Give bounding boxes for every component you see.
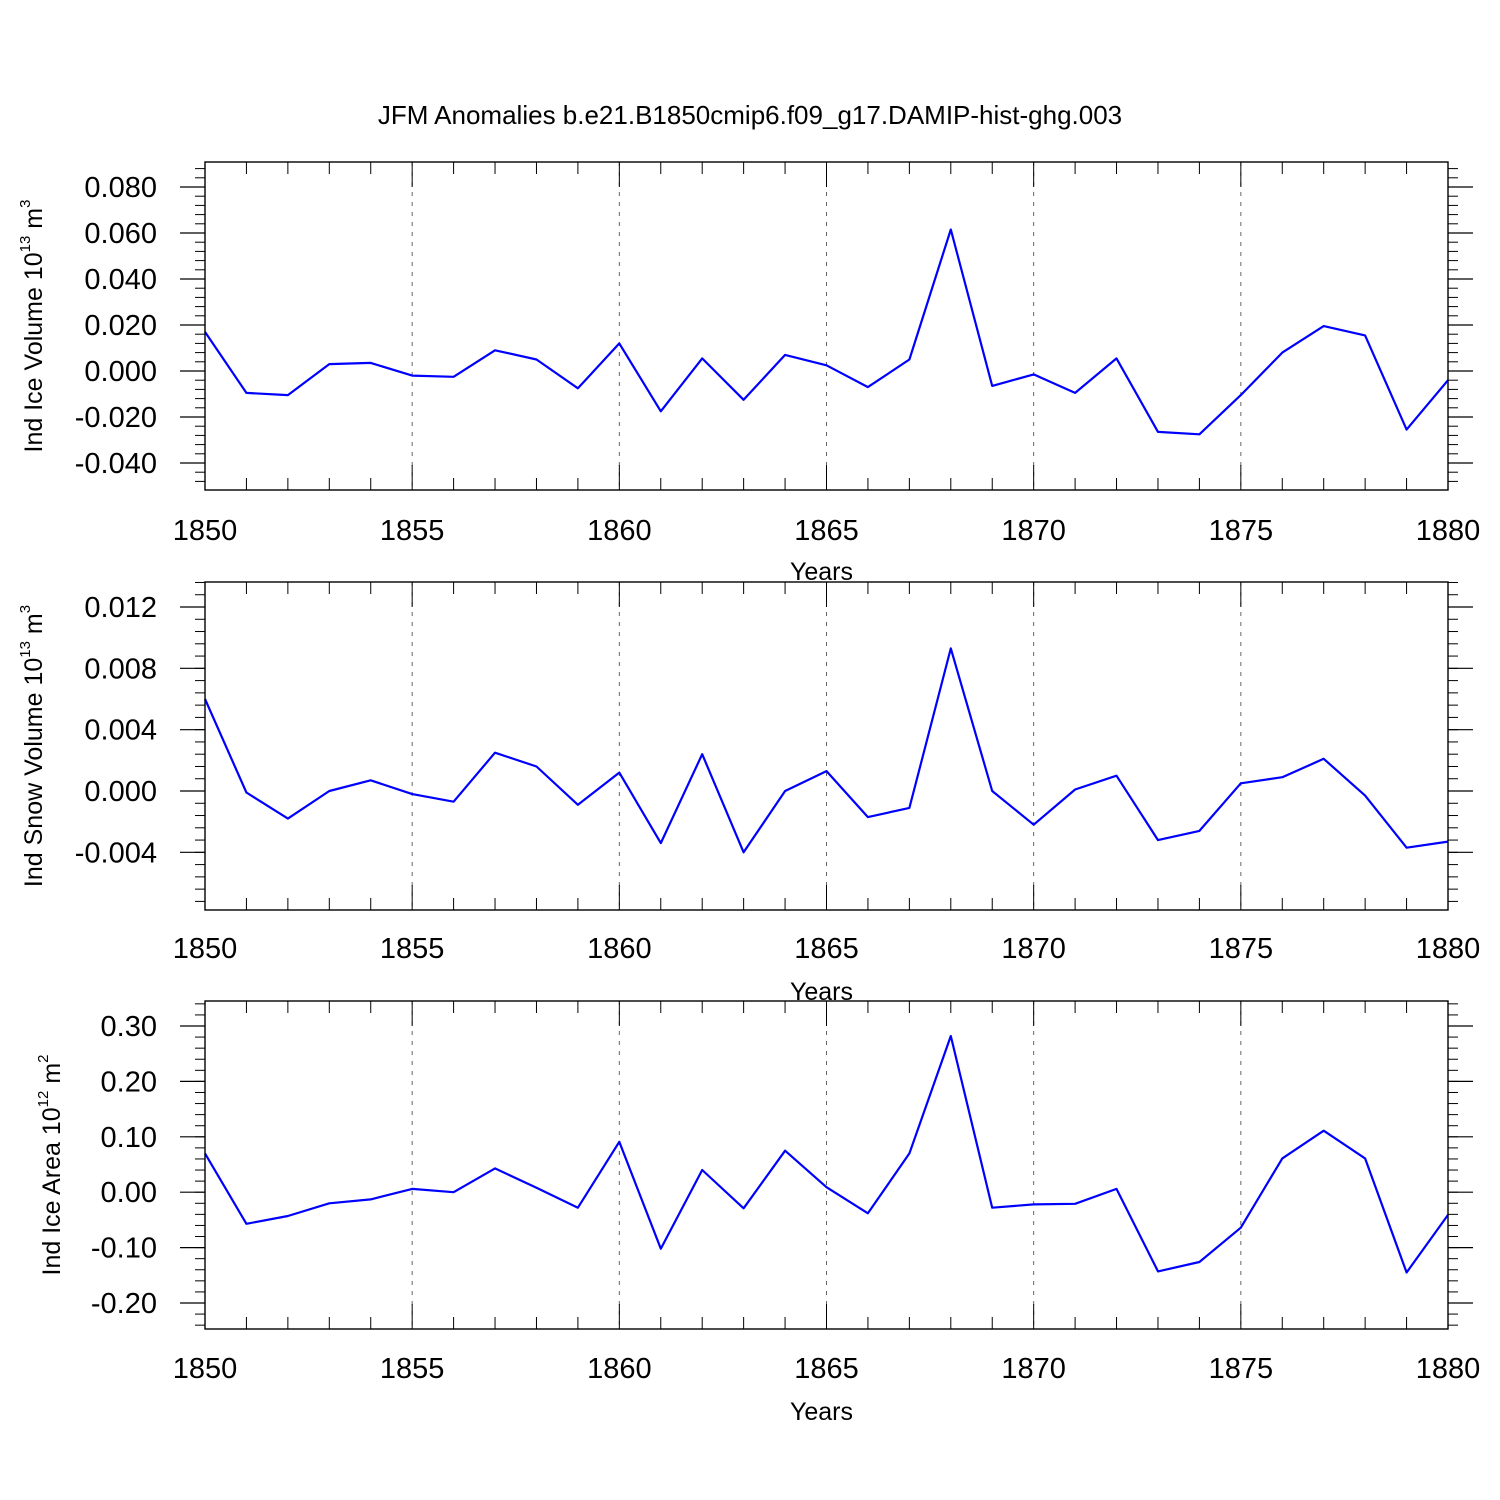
y-tick-label: -0.020 [75,402,157,434]
x-tick-label: 1850 [173,1353,238,1385]
x-tick-label: 1880 [1416,1353,1481,1385]
series-snow-volume [203,647,1449,854]
ygrid-group [411,582,1242,910]
x-axis-label: Years [790,1398,853,1426]
x-tick-label: 1875 [1209,1353,1274,1385]
minor-ticks [204,1001,1449,1329]
plot-frame [204,1000,1449,1330]
y-ticks: 0.080 0.060 0.040 0.020 0.000 -0.020 -0.040 [75,168,1473,482]
x-tick-label: 1855 [380,515,445,547]
ygrid-group [411,1001,1242,1329]
y-axis-label-main: Ind Snow Volume 10 [20,658,48,887]
y-tick-label: -0.20 [91,1288,157,1320]
x-tick-label: 1865 [794,515,859,547]
y-tick-label: 0.000 [84,356,157,388]
y-tick-label: 0.020 [84,310,157,342]
y-tick-label: 0.080 [84,172,157,204]
y-tick-label: 0.012 [84,592,157,624]
x-tick-label: 1850 [173,515,238,547]
y-tick-label: 0.060 [84,218,157,250]
x-tick-label: 1875 [1209,515,1274,547]
y-tick-label: 0.000 [84,776,157,808]
y-axis-label-main: Ind Ice Area 10 [38,1107,66,1275]
y-ticks: 0.30 0.20 0.10 0.00 -0.10 -0.20 [91,1003,1473,1326]
y-tick-label: -0.004 [75,837,157,869]
x-ticks: 1850 1855 1860 1865 1870 1875 1880 [173,1353,1481,1385]
y-tick-label: 0.004 [84,715,157,747]
panel-ice-volume: 0.080 0.060 0.040 0.020 0.000 -0.020 -0.040 18… [17,161,1481,586]
minor-ticks [204,582,1449,910]
y-ticks: 0.012 0.008 0.004 0.000 -0.004 [75,581,1473,902]
x-tick-label: 1855 [380,933,445,965]
y-axis-label: Ind Snow Volume 1013 m3 [17,605,48,887]
x-tick-label: 1860 [587,515,652,547]
x-axis-label: Years [790,978,853,1006]
y-tick-label: 0.008 [84,653,157,685]
x-tick-label: 1875 [1209,933,1274,965]
x-tick-label: 1850 [173,933,238,965]
plot-frame [204,161,1449,491]
x-tick-label: 1855 [380,1353,445,1385]
y-tick-label: 0.040 [84,264,157,296]
series-line [204,1034,1449,1274]
x-tick-label: 1880 [1416,933,1481,965]
x-tick-label: 1865 [794,933,859,965]
x-tick-label: 1860 [587,1353,652,1385]
y-tick-label: -0.10 [91,1233,157,1265]
y-axis-label-unit-exponent: 3 [17,200,34,208]
x-tick-label: 1870 [1001,933,1066,965]
y-axis-label-unit-exponent: 2 [35,1055,52,1063]
y-tick-label: 0.10 [101,1122,157,1154]
y-tick-label: 0.30 [101,1011,157,1043]
y-axis-label-exponent: 13 [17,641,34,658]
y-tick-label: 0.00 [101,1177,157,1209]
x-tick-label: 1870 [1001,515,1066,547]
y-axis-label: Ind Ice Volume 1013 m3 [17,200,48,453]
y-tick-label: 0.20 [101,1066,157,1098]
y-axis-label-unit: m [38,1063,66,1091]
y-axis-label-unit: m [20,208,48,236]
x-tick-label: 1865 [794,1353,859,1385]
y-axis-label-exponent: 12 [35,1091,52,1108]
figure-title: JFM Anomalies b.e21.B1850cmip6.f09_g17.D… [378,100,1122,130]
x-tick-label: 1870 [1001,1353,1066,1385]
panel-ice-area: 0.300.200.100.00-0.10-0.20 1850 1855 1860 1… [35,1000,1481,1426]
y-axis-label-unit: m [20,613,48,641]
series-ice-area [204,1034,1449,1274]
ygrid-group [411,162,1242,490]
y-axis-label-main: Ind Ice Volume 10 [20,252,48,452]
y-axis-label-unit-exponent: 3 [17,605,34,613]
y-tick-label: -0.040 [75,448,157,480]
series-ice-volume [204,228,1449,436]
x-tick-label: 1860 [587,933,652,965]
series-line [203,647,1449,854]
y-axis-label: Ind Ice Area 1012 m2 [35,1055,66,1276]
x-ticks: 1850 1855 1860 1865 1870 1875 1880 [173,515,1481,547]
series-line [204,228,1449,436]
plot-frame [204,581,1449,911]
x-ticks: 1850 1855 1860 1865 1870 1875 1880 [173,933,1481,965]
y-axis-label-exponent: 13 [17,236,34,253]
x-tick-label: 1880 [1416,515,1481,547]
